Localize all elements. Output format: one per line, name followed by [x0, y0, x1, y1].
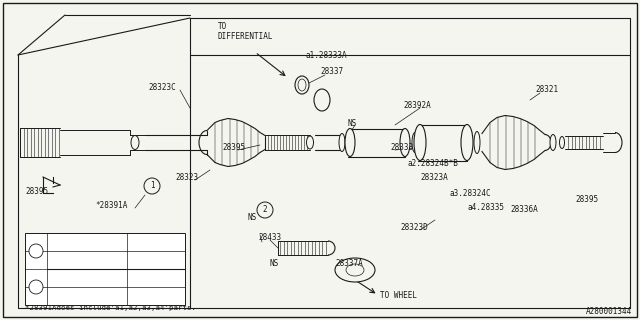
- Text: 28324C: 28324C: [50, 239, 76, 245]
- Ellipse shape: [412, 132, 418, 153]
- Text: 28323D: 28323D: [400, 223, 428, 233]
- Text: 6MT: 6MT: [131, 239, 144, 245]
- Text: 28333: 28333: [390, 143, 413, 153]
- Circle shape: [257, 202, 273, 218]
- Ellipse shape: [461, 124, 473, 161]
- Text: A280001344: A280001344: [586, 308, 632, 316]
- Text: TO WHEEL: TO WHEEL: [380, 291, 417, 300]
- Text: 2: 2: [34, 284, 38, 290]
- Ellipse shape: [474, 132, 480, 154]
- Text: 28433: 28433: [258, 234, 281, 243]
- Text: a1.28333A: a1.28333A: [305, 51, 347, 60]
- Text: a2.28324B*B: a2.28324B*B: [408, 158, 459, 167]
- Text: 28337: 28337: [320, 68, 343, 76]
- Text: a4.28335: a4.28335: [468, 204, 505, 212]
- Text: 1: 1: [34, 248, 38, 254]
- Ellipse shape: [131, 135, 139, 149]
- Text: 28323A: 28323A: [420, 173, 448, 182]
- Circle shape: [144, 178, 160, 194]
- Ellipse shape: [335, 258, 375, 282]
- Text: a3.28324C: a3.28324C: [450, 188, 492, 197]
- Ellipse shape: [346, 264, 364, 276]
- Text: CVT: CVT: [131, 293, 144, 299]
- Text: CVT: CVT: [131, 257, 144, 263]
- Circle shape: [29, 280, 43, 294]
- Text: 28321: 28321: [535, 85, 558, 94]
- Ellipse shape: [414, 124, 426, 161]
- Text: 28395: 28395: [575, 196, 598, 204]
- Text: *28391A: *28391A: [95, 202, 127, 211]
- Text: NS: NS: [270, 259, 279, 268]
- Text: 28337A: 28337A: [335, 260, 363, 268]
- Text: 28336A: 28336A: [510, 205, 538, 214]
- Text: 28324A: 28324A: [50, 257, 76, 263]
- Ellipse shape: [307, 136, 314, 149]
- Text: NS: NS: [248, 213, 257, 222]
- Ellipse shape: [550, 134, 556, 150]
- Text: 28324B*A: 28324B*A: [50, 275, 85, 281]
- Text: *28391Adoes include'a1,a2,a3,a4'parts.: *28391Adoes include'a1,a2,a3,a4'parts.: [25, 305, 196, 311]
- Text: TO
DIFFERENTIAL: TO DIFFERENTIAL: [218, 22, 273, 41]
- Text: 28323: 28323: [175, 172, 198, 181]
- Text: 28395: 28395: [25, 188, 48, 196]
- Text: 28323C: 28323C: [148, 84, 176, 92]
- Ellipse shape: [298, 79, 306, 91]
- Text: 6MT: 6MT: [131, 275, 144, 281]
- Text: 28392A: 28392A: [403, 100, 431, 109]
- Ellipse shape: [559, 137, 564, 148]
- Ellipse shape: [295, 76, 309, 94]
- Text: NS: NS: [348, 118, 357, 127]
- Text: 28395: 28395: [222, 143, 245, 153]
- Bar: [25, 233, 185, 305]
- Ellipse shape: [400, 129, 410, 156]
- Text: 28324: 28324: [50, 293, 72, 299]
- Ellipse shape: [345, 129, 355, 156]
- Ellipse shape: [339, 133, 345, 151]
- Circle shape: [29, 244, 43, 258]
- Text: 2: 2: [262, 205, 268, 214]
- Text: 1: 1: [150, 181, 154, 190]
- Ellipse shape: [314, 89, 330, 111]
